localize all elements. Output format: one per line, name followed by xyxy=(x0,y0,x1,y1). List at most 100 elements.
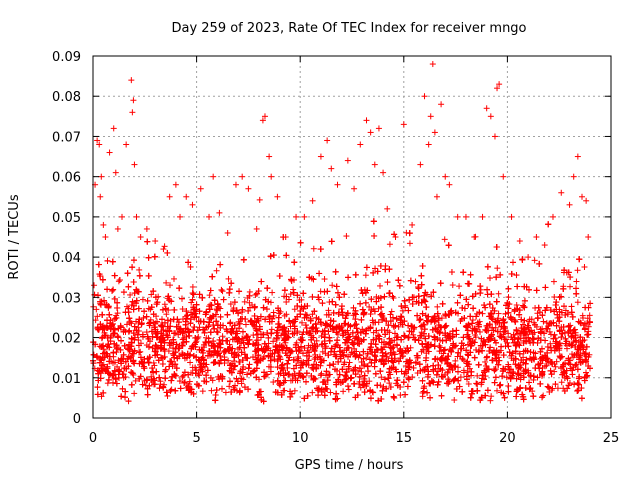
data-point xyxy=(161,381,168,388)
data-point xyxy=(466,365,473,372)
data-point xyxy=(298,296,305,303)
data-point xyxy=(168,386,175,393)
data-point xyxy=(477,286,484,293)
chart-title: Day 259 of 2023, Rate Of TEC Index for r… xyxy=(171,21,526,36)
data-point xyxy=(452,357,459,364)
data-point xyxy=(225,275,232,282)
data-point xyxy=(246,299,253,306)
data-point xyxy=(464,341,471,348)
data-point xyxy=(114,333,121,340)
data-point xyxy=(222,389,229,396)
data-point xyxy=(180,372,187,379)
data-point xyxy=(558,379,565,386)
data-point xyxy=(136,266,143,273)
data-point xyxy=(573,278,580,285)
data-point xyxy=(409,374,416,381)
data-point xyxy=(163,311,170,318)
data-points xyxy=(90,61,594,405)
data-point xyxy=(147,316,154,323)
data-point xyxy=(471,354,478,361)
data-point xyxy=(358,368,365,375)
data-point xyxy=(149,344,156,351)
data-point xyxy=(135,327,142,334)
data-point xyxy=(540,392,547,399)
data-point xyxy=(438,348,445,355)
data-point xyxy=(526,316,533,323)
data-point xyxy=(225,357,232,364)
data-point xyxy=(534,310,541,317)
data-point xyxy=(123,321,130,328)
data-point xyxy=(574,299,581,306)
data-point xyxy=(309,389,316,396)
data-point xyxy=(199,388,206,395)
data-point xyxy=(386,241,393,248)
data-point xyxy=(114,363,121,370)
data-point xyxy=(405,374,412,381)
data-point xyxy=(262,372,269,379)
data-point xyxy=(148,291,155,298)
data-point xyxy=(362,272,369,279)
data-point xyxy=(482,358,489,365)
data-point xyxy=(329,282,336,289)
data-point xyxy=(241,298,248,305)
data-point xyxy=(268,326,275,333)
data-point xyxy=(256,196,263,203)
data-point xyxy=(227,301,234,308)
data-point xyxy=(217,305,224,312)
data-point xyxy=(546,328,553,335)
data-point xyxy=(115,278,122,285)
data-point xyxy=(551,368,558,375)
data-point xyxy=(505,294,512,301)
data-point xyxy=(417,323,424,330)
data-point xyxy=(228,350,235,357)
data-point xyxy=(378,339,385,346)
data-point xyxy=(431,333,438,340)
data-point xyxy=(232,362,239,369)
data-point xyxy=(494,387,501,394)
data-point xyxy=(551,293,558,300)
data-point xyxy=(531,257,538,264)
data-point xyxy=(513,302,520,309)
data-point xyxy=(208,387,215,394)
data-point xyxy=(104,380,111,387)
data-point xyxy=(322,331,329,338)
data-point xyxy=(283,299,290,306)
data-point xyxy=(161,301,168,308)
data-point xyxy=(460,357,467,364)
data-point xyxy=(298,319,305,326)
data-point xyxy=(505,330,512,337)
data-point xyxy=(270,379,277,386)
data-point xyxy=(363,354,370,361)
data-point xyxy=(290,286,297,293)
data-point xyxy=(437,344,444,351)
data-point xyxy=(479,310,486,317)
data-point xyxy=(543,319,550,326)
data-point xyxy=(310,245,317,252)
data-point xyxy=(276,310,283,317)
data-point xyxy=(550,278,557,285)
data-point xyxy=(412,278,419,285)
data-point xyxy=(127,291,134,298)
data-point xyxy=(441,236,448,243)
data-point xyxy=(270,338,277,345)
grid-lines xyxy=(93,56,611,418)
data-point xyxy=(386,380,393,387)
data-point xyxy=(388,308,395,315)
data-point xyxy=(318,332,325,339)
data-point xyxy=(309,311,316,318)
data-point xyxy=(378,374,385,381)
data-point xyxy=(94,313,101,320)
data-point xyxy=(394,342,401,349)
data-point xyxy=(577,350,584,357)
data-point xyxy=(386,329,393,336)
data-point xyxy=(219,288,226,295)
data-point xyxy=(465,380,472,387)
data-point xyxy=(143,329,150,336)
data-point xyxy=(340,388,347,395)
data-point xyxy=(345,386,352,393)
data-point xyxy=(238,380,245,387)
data-point xyxy=(280,387,287,394)
data-point xyxy=(552,363,559,370)
data-point xyxy=(482,373,489,380)
